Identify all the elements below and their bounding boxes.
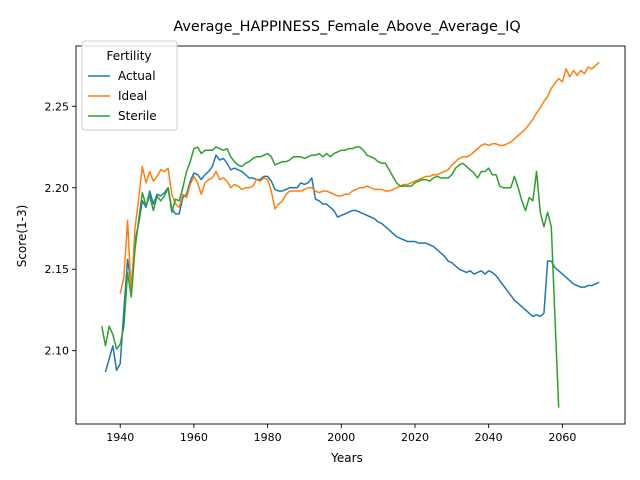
x-tick-label: 2000	[327, 431, 355, 444]
y-tick-label: 2.15	[45, 263, 70, 276]
legend-label-ideal: Ideal	[118, 89, 147, 103]
legend-label-sterile: Sterile	[118, 109, 157, 123]
x-tick-label: 2040	[475, 431, 503, 444]
y-tick-label: 2.10	[45, 345, 70, 358]
x-tick-label: 1980	[254, 431, 282, 444]
legend-label-actual: Actual	[118, 69, 156, 83]
y-axis-label: Score(1-3)	[15, 205, 29, 268]
plot-frame	[75, 45, 626, 425]
plot-lines	[101, 61, 600, 408]
x-axis-label: Years	[330, 451, 363, 465]
series-line-sterile	[101, 146, 560, 408]
series-line-ideal	[119, 61, 600, 297]
x-tick-label: 2020	[401, 431, 429, 444]
y-axis: 2.10 2.15 2.20 2.25	[45, 100, 76, 358]
y-tick-label: 2.20	[45, 182, 70, 195]
series-line-actual	[104, 154, 600, 373]
x-tick-label: 2060	[548, 431, 576, 444]
legend: Fertility Actual Ideal Sterile	[81, 40, 178, 131]
x-tick-label: 1940	[106, 431, 134, 444]
legend-entries: Actual Ideal Sterile	[88, 69, 157, 123]
x-tick-label: 1960	[180, 431, 208, 444]
x-axis: 1940 1960 1980 2000 2020 2040 2060	[106, 424, 576, 444]
legend-box	[81, 40, 178, 131]
chart-title: Average_HAPPINESS_Female_Above_Average_I…	[173, 19, 520, 35]
legend-title: Fertility	[106, 49, 151, 63]
y-tick-label: 2.25	[45, 100, 70, 113]
